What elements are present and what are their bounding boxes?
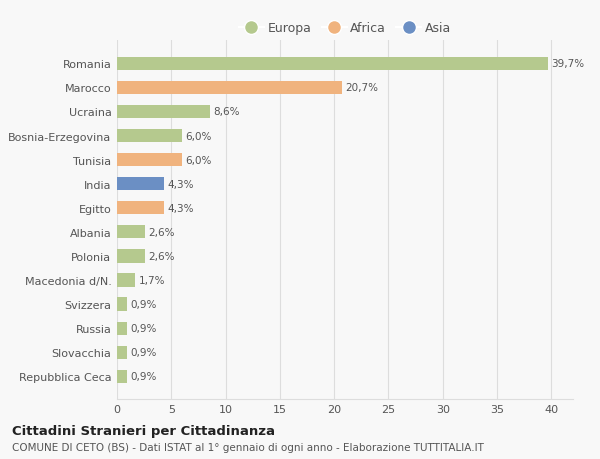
Bar [117, 106, 211, 119]
Bar [117, 274, 136, 287]
Bar [117, 82, 342, 95]
Bar [117, 346, 127, 359]
Text: 8,6%: 8,6% [214, 107, 240, 117]
Text: 0,9%: 0,9% [130, 324, 157, 333]
Legend: Europa, Africa, Asia: Europa, Africa, Asia [234, 17, 456, 40]
Bar [117, 129, 182, 143]
Bar [117, 250, 145, 263]
Text: 2,6%: 2,6% [148, 227, 175, 237]
Text: 0,9%: 0,9% [130, 347, 157, 358]
Text: COMUNE DI CETO (BS) - Dati ISTAT al 1° gennaio di ogni anno - Elaborazione TUTTI: COMUNE DI CETO (BS) - Dati ISTAT al 1° g… [12, 442, 484, 452]
Bar [117, 154, 182, 167]
Bar [117, 370, 127, 383]
Text: 20,7%: 20,7% [345, 83, 378, 93]
Text: Cittadini Stranieri per Cittadinanza: Cittadini Stranieri per Cittadinanza [12, 425, 275, 437]
Text: 0,9%: 0,9% [130, 371, 157, 381]
Bar [117, 57, 548, 71]
Text: 39,7%: 39,7% [551, 59, 584, 69]
Bar [117, 202, 164, 215]
Text: 6,0%: 6,0% [185, 155, 212, 165]
Bar [117, 322, 127, 335]
Text: 6,0%: 6,0% [185, 131, 212, 141]
Text: 4,3%: 4,3% [167, 203, 193, 213]
Text: 4,3%: 4,3% [167, 179, 193, 189]
Bar [117, 178, 164, 191]
Text: 0,9%: 0,9% [130, 299, 157, 309]
Text: 1,7%: 1,7% [139, 275, 165, 285]
Text: 2,6%: 2,6% [148, 252, 175, 261]
Bar [117, 226, 145, 239]
Bar [117, 298, 127, 311]
